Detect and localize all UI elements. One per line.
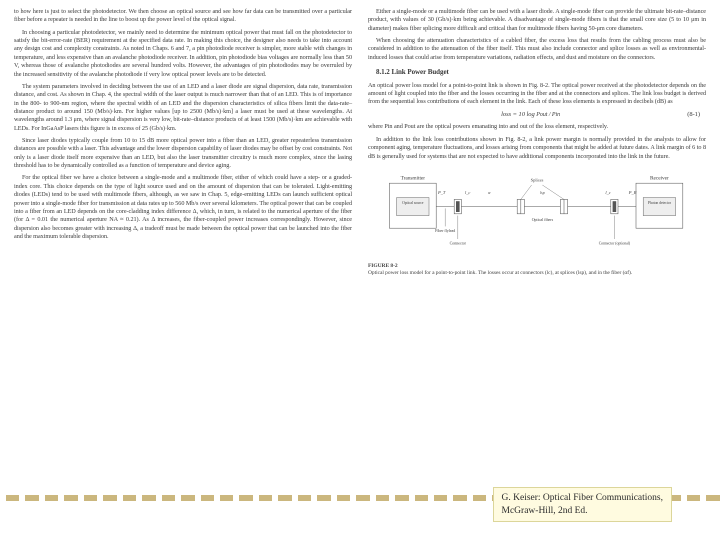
dash-segment xyxy=(123,495,136,501)
left-paragraph-2: In choosing a particular photodetector, … xyxy=(14,29,352,79)
dash-segment xyxy=(278,495,291,501)
dash-segment xyxy=(162,495,175,501)
figure-8-2-caption: FIGURE 8-2 Optical power loss model for … xyxy=(368,263,706,277)
dash-segment xyxy=(453,495,466,501)
dash-segment xyxy=(64,495,77,501)
dash-segment xyxy=(220,495,233,501)
eq-frac: Pout / Pin xyxy=(536,112,560,118)
figure-8-2-diagram: Transmitter Optical source Fiber flylead… xyxy=(368,167,706,257)
label-optical-fibers: Optical fibers xyxy=(532,217,554,222)
dash-segment xyxy=(376,495,389,501)
label-fiber-flylead: Fiber flylead xyxy=(435,228,455,233)
svg-text:P_T: P_T xyxy=(437,190,446,195)
dash-segment xyxy=(356,495,369,501)
dash-segment xyxy=(298,495,311,501)
label-connector-right: Connector (optional) xyxy=(599,241,631,245)
label-splices: Splices xyxy=(531,177,544,182)
dash-segment xyxy=(6,495,19,501)
figure-8-2: Transmitter Optical source Fiber flylead… xyxy=(368,167,706,277)
dash-segment xyxy=(706,495,719,501)
eq-label: loss = 10 log xyxy=(501,111,535,118)
right-paragraph-3: An optical power loss model for a point-… xyxy=(368,82,706,107)
dash-segment xyxy=(434,495,447,501)
right-text-column: Either a single-mode or a multimode fibe… xyxy=(368,8,706,466)
label-connector-left: Connector xyxy=(450,240,467,245)
right-paragraph-5: In addition to the link loss contributio… xyxy=(368,136,706,161)
dash-segment xyxy=(395,495,408,501)
dash-segment xyxy=(317,495,330,501)
dash-segment xyxy=(337,495,350,501)
citation-line-2: McGraw-Hill, 2nd Ed. xyxy=(502,506,588,516)
left-paragraph-5: For the optical fiber we have a choice b… xyxy=(14,174,352,241)
dash-segment xyxy=(181,495,194,501)
dash-segment xyxy=(201,495,214,501)
label-receiver: Receiver xyxy=(650,175,669,181)
dash-segment xyxy=(25,495,38,501)
book-page-scan: to how here is just to select the photod… xyxy=(0,0,720,470)
dash-segment xyxy=(687,495,700,501)
right-paragraph-4: where Pin and Pout are the optical power… xyxy=(368,123,706,131)
label-photon-detector: Photon detector xyxy=(648,201,672,205)
right-paragraph-1: Either a single-mode or a multimode fibe… xyxy=(368,8,706,33)
svg-text:l_c: l_c xyxy=(465,190,470,195)
dash-segment xyxy=(142,495,155,501)
svg-text:α: α xyxy=(488,190,491,195)
dash-segment xyxy=(239,495,252,501)
svg-text:P_R: P_R xyxy=(628,190,637,195)
svg-text:l_c: l_c xyxy=(605,190,610,195)
right-paragraph-2: When choosing the attenuation characteri… xyxy=(368,37,706,62)
dash-segment xyxy=(103,495,116,501)
dash-segment xyxy=(473,495,486,501)
section-heading-8-1-2: 8.1.2 Link Power Budget xyxy=(368,68,706,77)
left-text-column: to how here is just to select the photod… xyxy=(14,8,352,466)
label-transmitter: Transmitter xyxy=(401,175,426,181)
dash-segment xyxy=(45,495,58,501)
citation-line-1: G. Keiser: Optical Fiber Communications, xyxy=(502,493,663,503)
dash-segment xyxy=(415,495,428,501)
eq-number: (8-1) xyxy=(679,111,700,120)
figure-caption-text: Optical power loss model for a point-to-… xyxy=(368,270,632,276)
citation-box: G. Keiser: Optical Fiber Communications,… xyxy=(493,487,672,522)
left-paragraph-4: Since laser diodes typically couple from… xyxy=(14,137,352,170)
figure-caption-title: FIGURE 8-2 xyxy=(368,263,398,269)
left-paragraph-3: The system parameters involved in decidi… xyxy=(14,83,352,133)
svg-text:lsp: lsp xyxy=(540,190,545,195)
equation-8-1: loss = 10 log Pout / Pin (8-1) xyxy=(368,111,706,120)
label-optical-source: Optical source xyxy=(402,201,424,205)
dash-segment xyxy=(259,495,272,501)
dash-segment xyxy=(84,495,97,501)
left-paragraph-1: to how here is just to select the photod… xyxy=(14,8,352,25)
